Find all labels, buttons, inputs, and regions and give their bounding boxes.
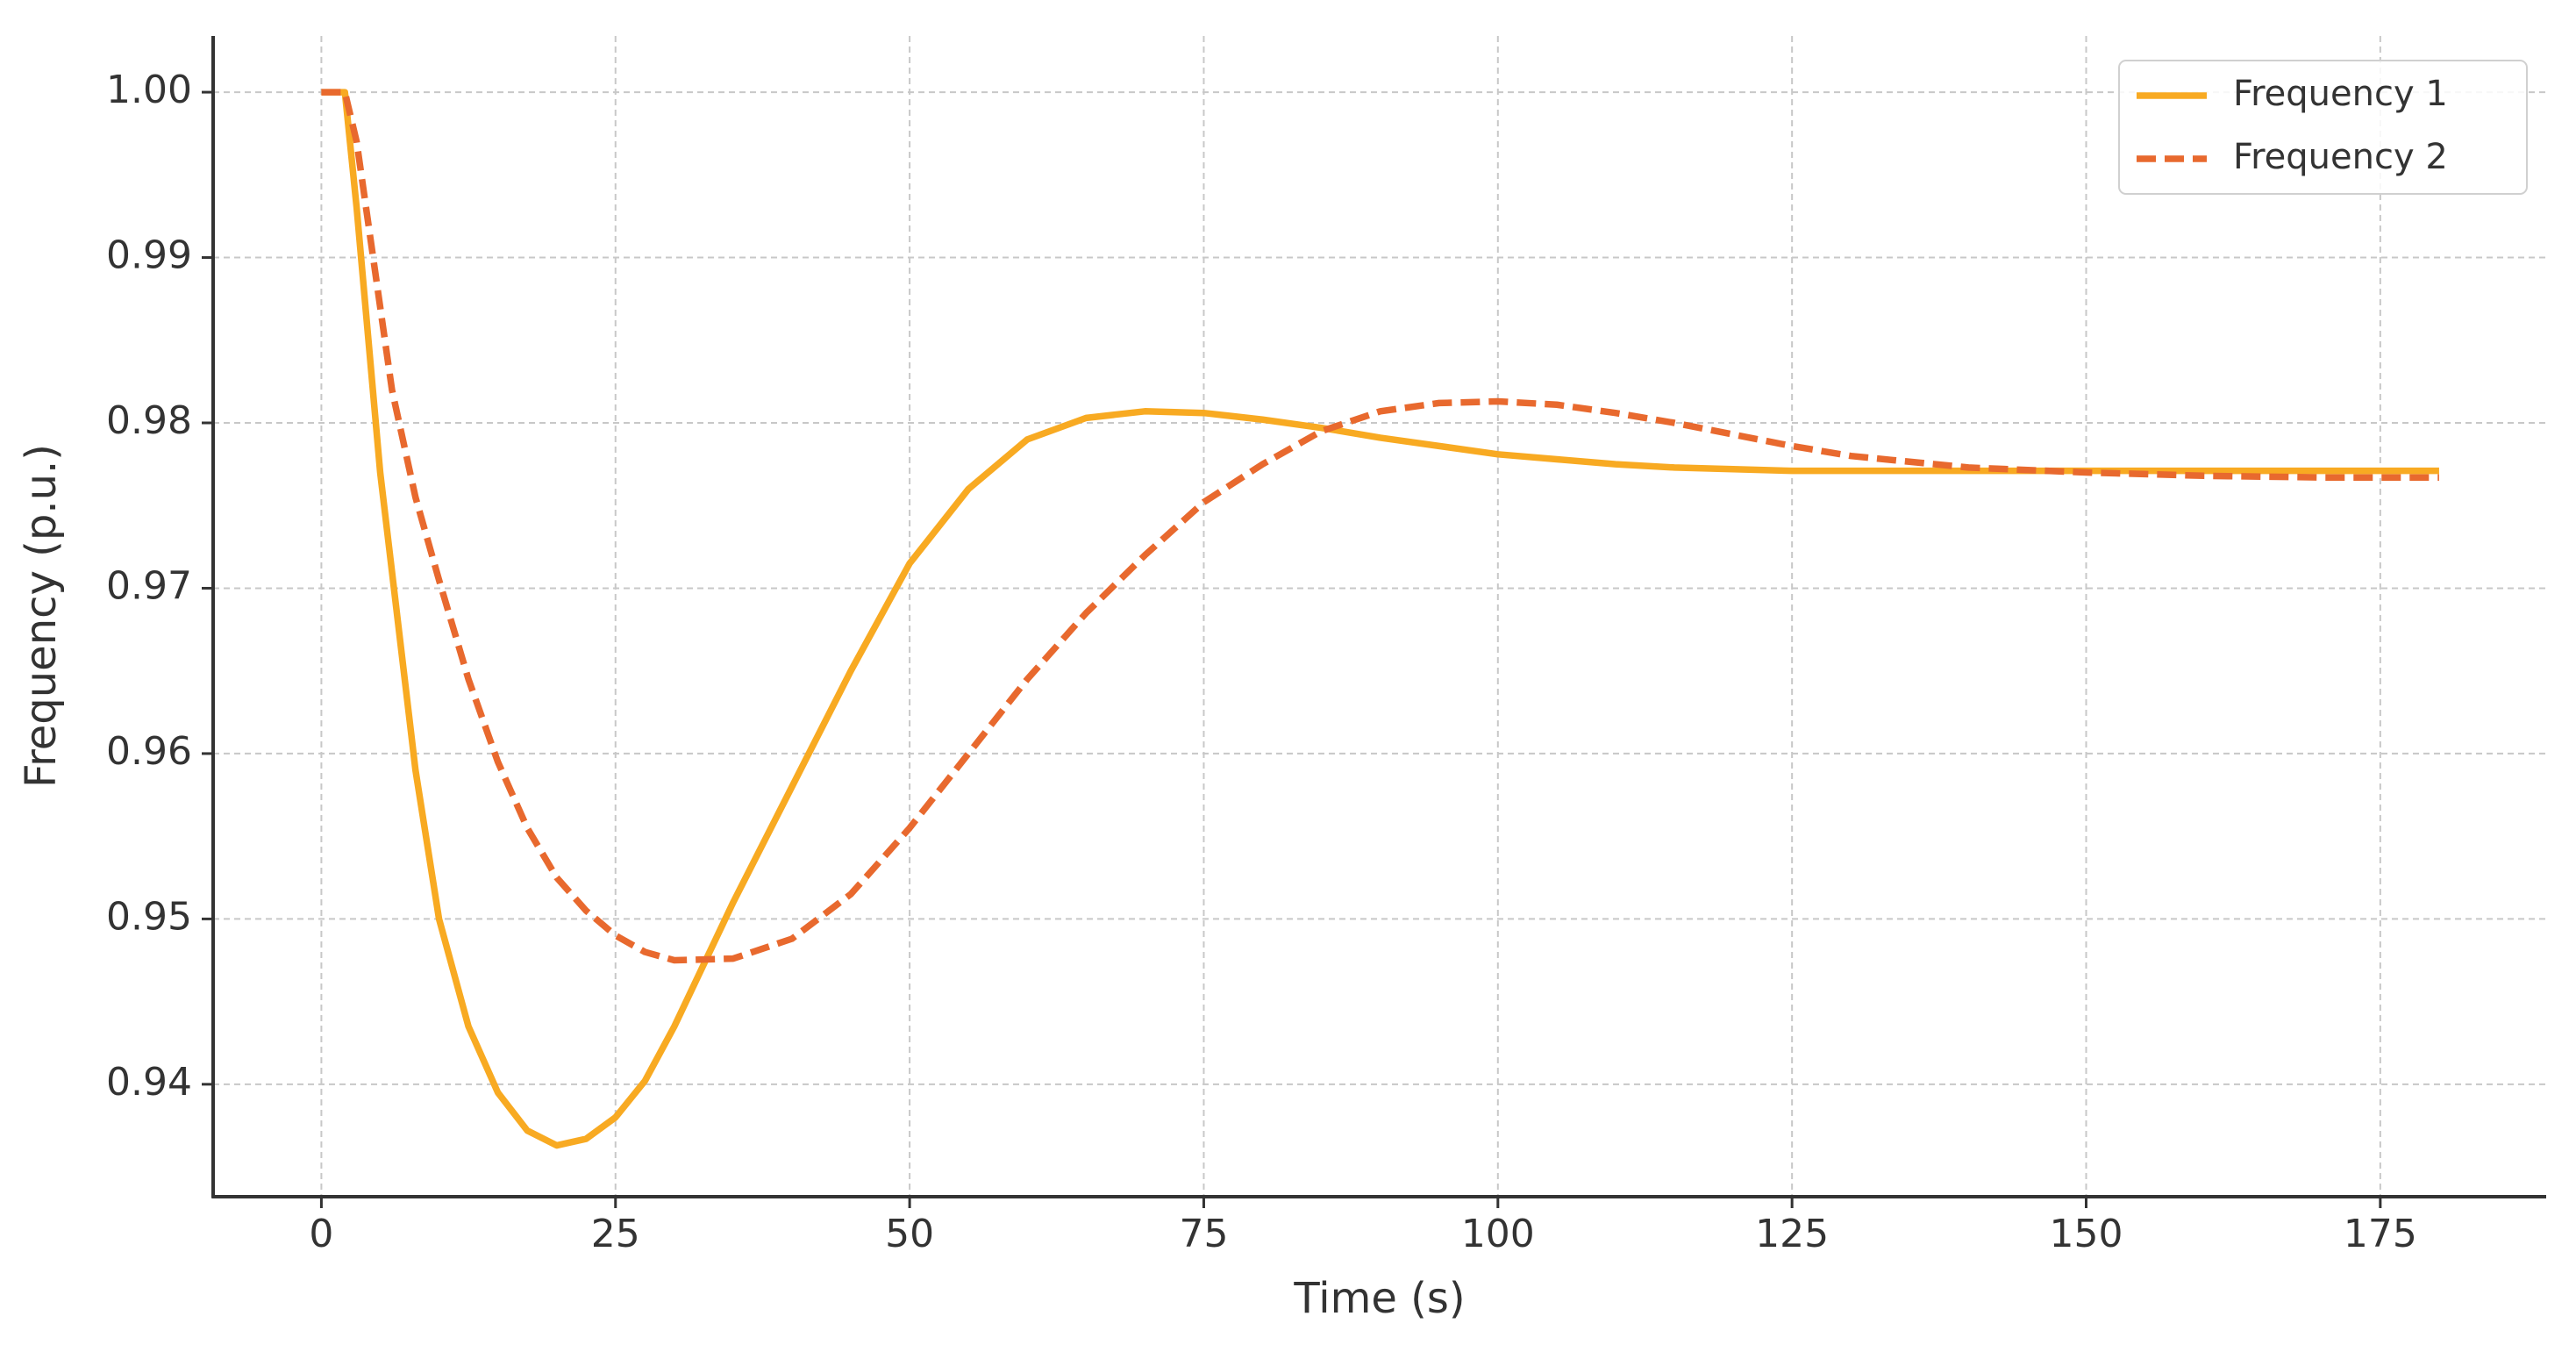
x-tick-label: 0 [309,1212,333,1256]
x-tick-label: 25 [591,1212,640,1256]
y-tick-label: 0.95 [106,894,192,939]
y-tick-label: 1.00 [106,68,192,112]
legend-label: Frequency 1 [2233,74,2448,114]
x-tick-label: 125 [1755,1212,1829,1256]
y-tick-label: 0.99 [106,233,192,278]
y-tick-label: 0.94 [106,1060,192,1105]
grid [213,36,2546,1197]
legend: Frequency 1 Frequency 2 [2118,60,2528,195]
y-axis-label: Frequency (p.u.) [17,444,66,788]
series-line [321,89,2439,1149]
x-tick-label: 150 [2050,1212,2123,1256]
x-axis-label: Time (s) [1293,1274,1465,1323]
lines [321,89,2439,1149]
y-tick-label: 0.97 [106,563,192,608]
y-tick-label: 0.98 [106,398,192,443]
series-line [321,89,2439,964]
x-tick-label: 100 [1461,1212,1535,1256]
legend-box [2118,60,2528,195]
legend-label: Frequency 2 [2233,137,2448,177]
axes: 0 25 50 75 100 125 150 175 1.00 0.99 0.98 0.97 0.96 0… [106,36,2546,1256]
y-tick-label: 0.96 [106,729,192,774]
x-tick-label: 50 [885,1212,934,1256]
x-tick-label: 175 [2344,1212,2417,1256]
x-tick-label: 75 [1179,1212,1228,1256]
